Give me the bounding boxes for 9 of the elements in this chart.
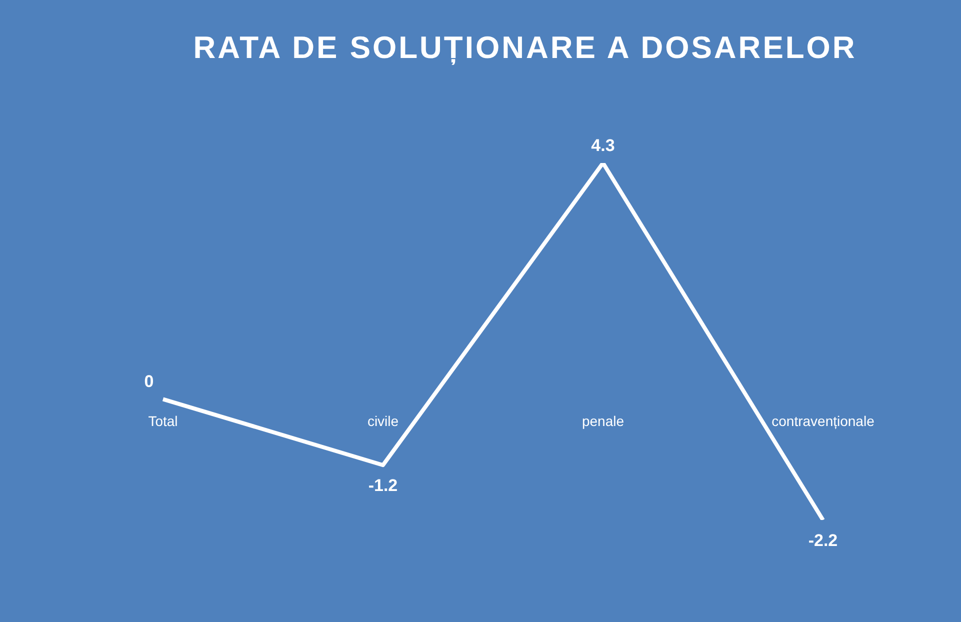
x-tick-label: civile (366, 413, 400, 430)
data-label: -2.2 (808, 531, 838, 550)
data-label: 0 (144, 372, 154, 392)
x-tick-label: contravenționale (770, 413, 876, 430)
chart-title: RATA DE SOLUȚIONARE A DOSARELOR (192, 30, 858, 66)
x-tick-label: Total (147, 413, 179, 430)
x-tick-label: penale (580, 413, 626, 430)
data-label: -1.2 (368, 476, 398, 496)
data-label: 4.3 (591, 136, 615, 155)
